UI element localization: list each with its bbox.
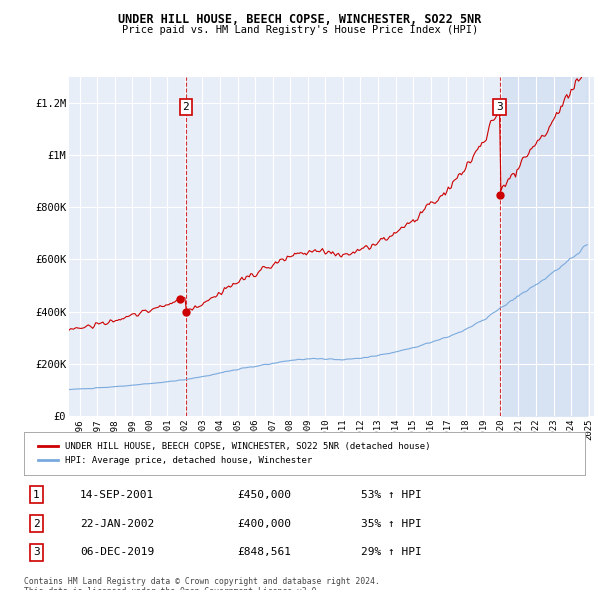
Text: Price paid vs. HM Land Registry's House Price Index (HPI): Price paid vs. HM Land Registry's House … [122,25,478,35]
Text: £848,561: £848,561 [237,548,291,558]
Text: £450,000: £450,000 [237,490,291,500]
Text: 3: 3 [33,548,40,558]
Legend: UNDER HILL HOUSE, BEECH COPSE, WINCHESTER, SO22 5NR (detached house), HPI: Avera: UNDER HILL HOUSE, BEECH COPSE, WINCHESTE… [34,439,434,468]
Text: 3: 3 [496,102,503,112]
Text: 29% ↑ HPI: 29% ↑ HPI [361,548,421,558]
Text: Contains HM Land Registry data © Crown copyright and database right 2024.
This d: Contains HM Land Registry data © Crown c… [24,577,380,590]
Text: 53% ↑ HPI: 53% ↑ HPI [361,490,421,500]
Text: 2: 2 [182,102,190,112]
Text: £400,000: £400,000 [237,519,291,529]
Text: UNDER HILL HOUSE, BEECH COPSE, WINCHESTER, SO22 5NR: UNDER HILL HOUSE, BEECH COPSE, WINCHESTE… [118,13,482,26]
Text: 1: 1 [33,490,40,500]
Text: 2: 2 [33,519,40,529]
Text: 14-SEP-2001: 14-SEP-2001 [80,490,154,500]
Text: 06-DEC-2019: 06-DEC-2019 [80,548,154,558]
Text: 22-JAN-2002: 22-JAN-2002 [80,519,154,529]
Text: 35% ↑ HPI: 35% ↑ HPI [361,519,421,529]
